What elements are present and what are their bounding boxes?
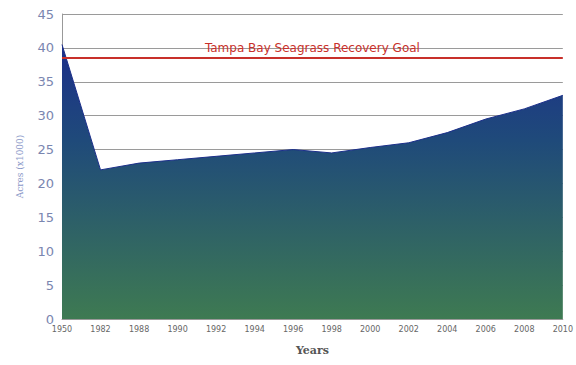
svg-text:1992: 1992 (206, 325, 226, 334)
svg-text:10: 10 (37, 244, 54, 259)
svg-text:1988: 1988 (129, 325, 149, 334)
svg-text:0: 0 (45, 311, 54, 327)
svg-text:2002: 2002 (399, 325, 419, 334)
svg-text:2010: 2010 (553, 325, 573, 334)
svg-text:40: 40 (37, 40, 54, 55)
svg-text:2000: 2000 (360, 325, 380, 334)
svg-text:2008: 2008 (514, 325, 534, 334)
svg-text:1982: 1982 (90, 325, 110, 334)
svg-text:35: 35 (37, 74, 54, 89)
svg-text:45: 45 (37, 7, 54, 22)
svg-text:20: 20 (37, 176, 54, 191)
svg-text:2006: 2006 (476, 325, 496, 334)
svg-text:Acres (x1000): Acres (x1000) (15, 135, 25, 200)
svg-text:25: 25 (37, 142, 54, 157)
svg-text:15: 15 (37, 210, 54, 225)
svg-text:30: 30 (37, 108, 54, 123)
svg-text:1994: 1994 (244, 325, 264, 334)
svg-text:1998: 1998 (321, 325, 341, 334)
svg-text:1950: 1950 (52, 325, 72, 334)
svg-text:Tampa Bay Seagrass Recovery Go: Tampa Bay Seagrass Recovery Goal (204, 41, 420, 55)
svg-text:5: 5 (46, 278, 54, 293)
svg-text:1990: 1990 (167, 325, 187, 334)
svg-text:1996: 1996 (283, 325, 303, 334)
svg-text:Years: Years (295, 344, 329, 357)
svg-text:2004: 2004 (437, 325, 457, 334)
